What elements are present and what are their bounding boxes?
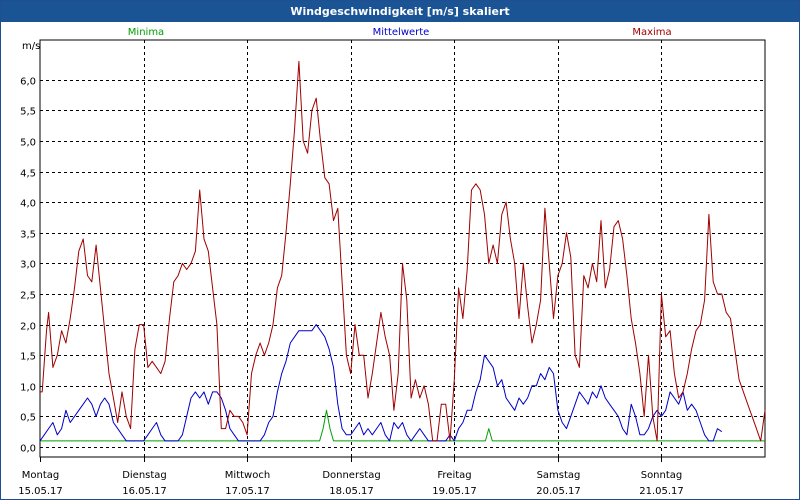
x-tick-date-label: 20.05.17 xyxy=(536,486,581,497)
y-tick-label: 1,0 xyxy=(20,383,36,394)
y-tick-label: 2,0 xyxy=(20,322,36,333)
y-tick-label: 0,0 xyxy=(20,444,36,455)
grid xyxy=(40,40,765,457)
series-line-mittelwerte xyxy=(39,324,723,442)
y-tick-label: 6,0 xyxy=(20,77,36,88)
x-tick-day-label: Samstag xyxy=(537,470,581,481)
x-tick-date-label: 18.05.17 xyxy=(329,486,374,497)
x-tick-day-label: Freitag xyxy=(437,470,471,481)
y-tick-label: 4,0 xyxy=(20,199,36,210)
legend-minima: Minima xyxy=(128,27,164,38)
x-tick-day-label: Mittwoch xyxy=(225,470,270,481)
y-tick-label: 3,0 xyxy=(20,260,36,271)
series-line-minima xyxy=(40,409,765,442)
x-tick-day-label: Dienstag xyxy=(122,470,167,481)
x-tick-date-label: 21.05.17 xyxy=(639,486,684,497)
x-tick-day-label: Sonntag xyxy=(641,470,683,481)
x-tick-day-label: Donnerstag xyxy=(322,470,380,481)
x-tick-date-label: 16.05.17 xyxy=(122,486,167,497)
y-tick-label: 2,5 xyxy=(20,291,36,302)
legend-maxima: Maxima xyxy=(632,27,671,38)
y-tick-label: 3,5 xyxy=(20,230,36,241)
y-tick-label: 5,0 xyxy=(20,138,36,149)
y-axis-label: m/s xyxy=(22,41,40,52)
x-tick-date-label: 17.05.17 xyxy=(225,486,270,497)
y-tick-label: 5,5 xyxy=(20,107,36,118)
x-tick-day-label: Montag xyxy=(22,470,59,481)
axes: 0,0 0,5 1,0 1,5 2,0 2,5 3,0 3,5 4,0 4,5 5,0 5,5 6,0 M… xyxy=(18,39,766,497)
x-tick-date-label: 15.05.17 xyxy=(18,486,63,497)
series-line-maxima xyxy=(40,60,766,442)
series-lines xyxy=(39,60,766,442)
y-tick-label: 1,5 xyxy=(20,352,36,363)
y-tick-label: 4,5 xyxy=(20,169,36,180)
legend-mittelwerte: Mittelwerte xyxy=(373,27,430,38)
plot-frame xyxy=(39,39,766,458)
y-tick-label: 0,5 xyxy=(20,413,36,424)
x-tick-date-label: 19.05.17 xyxy=(432,486,477,497)
window-title: Windgeschwindigkeit [m/s] skaliert xyxy=(1,1,799,22)
